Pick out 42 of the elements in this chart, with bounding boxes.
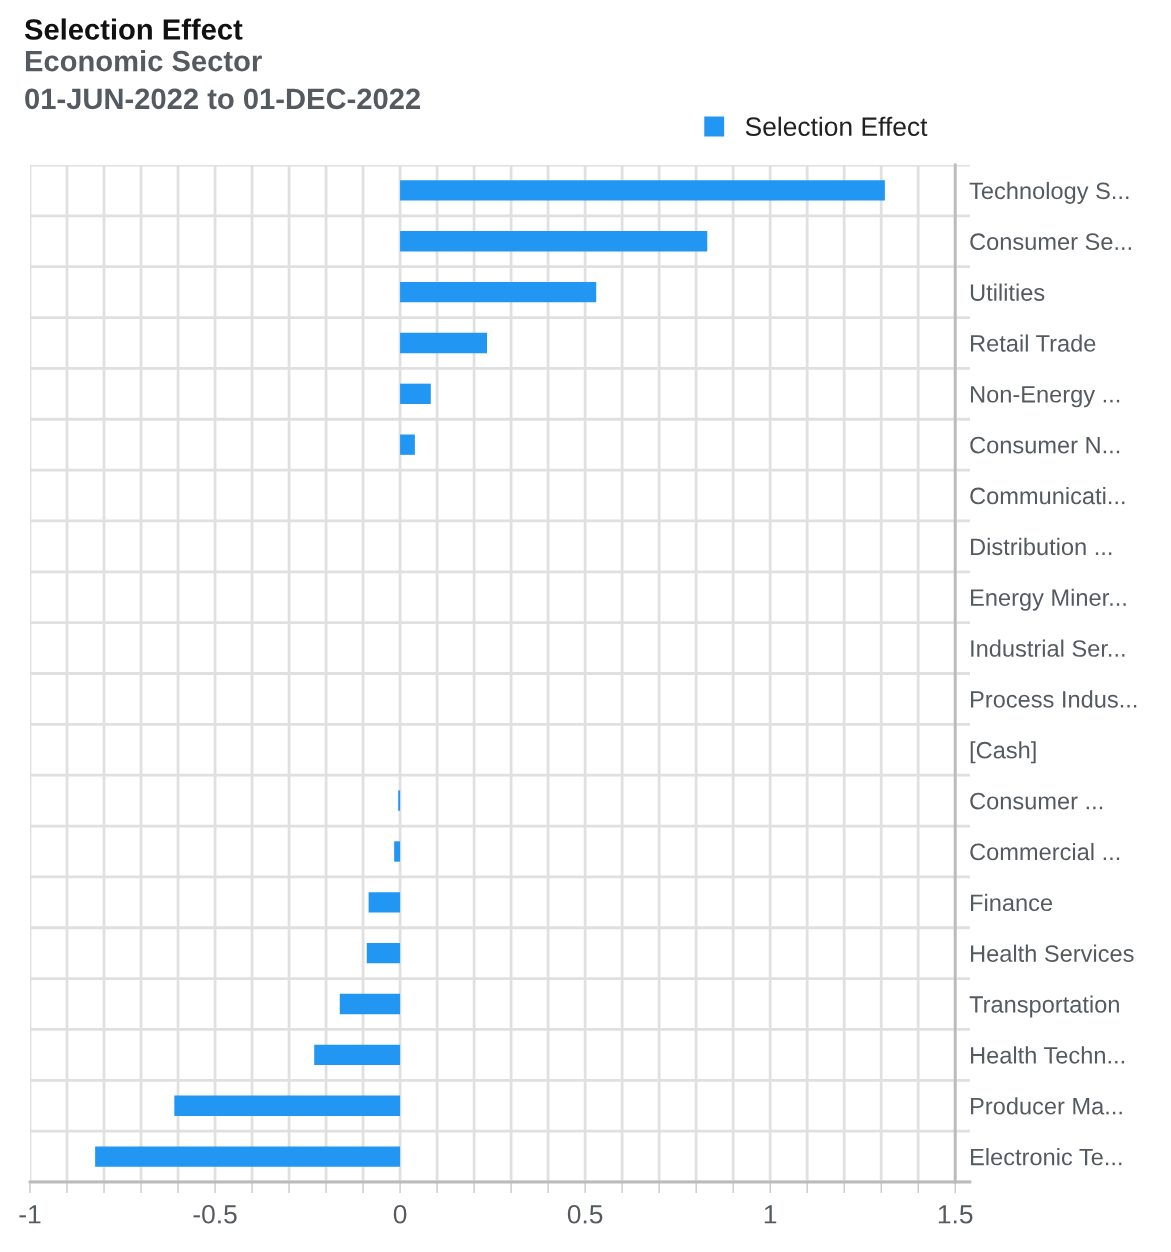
x-tick-label: 1 xyxy=(764,1205,777,1224)
bar xyxy=(339,993,401,1015)
y-tick-label: Producer Ma... xyxy=(971,1097,1122,1115)
bar xyxy=(95,1146,401,1167)
y-tick-label: Health Techn... xyxy=(971,1046,1124,1064)
x-tick-label: 0.5 xyxy=(567,1204,603,1224)
y-tick-label: Consumer ... xyxy=(970,792,1103,810)
x-tick-label: -0.5 xyxy=(193,1204,237,1224)
y-tick-label: Process Indus... xyxy=(971,690,1137,708)
y-tick-label: Technology S... xyxy=(969,181,1129,204)
chart-subtitle: Economic Sector 01-JUN-2022 to 01-DEC-2022 xyxy=(25,50,420,110)
legend-label: Selection Effect xyxy=(745,116,928,137)
y-tick-label: Communicati... xyxy=(970,486,1125,505)
chart-title: Selection Effect xyxy=(24,18,243,40)
y-tick-label: Consumer N... xyxy=(970,436,1120,454)
y-tick-label: Finance xyxy=(971,893,1053,912)
bar xyxy=(314,1044,401,1066)
y-tick-label: Utilities xyxy=(970,283,1045,301)
x-tick-label: 1.5 xyxy=(938,1205,973,1224)
x-tick-label: 0 xyxy=(393,1204,407,1224)
y-tick-label: Industrial Ser... xyxy=(971,639,1125,657)
bar xyxy=(400,332,488,354)
bar xyxy=(400,231,708,252)
y-tick-label: Energy Miner... xyxy=(971,588,1126,611)
x-tick-label: -1 xyxy=(19,1205,41,1224)
y-tick-label: Retail Trade xyxy=(971,334,1096,352)
y-tick-label: Consumer Se... xyxy=(970,233,1131,251)
y-tick-label: Commercial ... xyxy=(970,842,1120,861)
y-tick-label: Electronic Te... xyxy=(971,1148,1122,1166)
bar xyxy=(400,281,597,303)
bar xyxy=(174,1095,401,1116)
y-tick-label: Distribution ... xyxy=(971,537,1112,556)
bar xyxy=(368,892,401,913)
y-tick-label: [Cash] xyxy=(970,741,1036,764)
bar xyxy=(366,943,401,964)
y-tick-label: Transportation xyxy=(969,995,1119,1018)
y-tick-label: Non-Energy ... xyxy=(971,386,1120,408)
bar xyxy=(400,180,885,201)
y-tick-label: Health Services xyxy=(971,944,1134,962)
bar xyxy=(400,434,415,455)
bar xyxy=(400,383,431,404)
bar xyxy=(394,841,401,862)
